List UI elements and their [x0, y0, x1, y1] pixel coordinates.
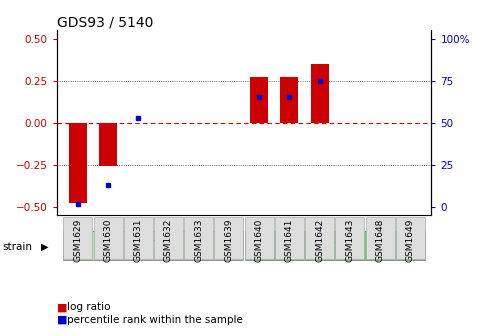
- FancyBboxPatch shape: [335, 217, 364, 259]
- FancyBboxPatch shape: [245, 231, 425, 260]
- Bar: [69, 123, 87, 203]
- Text: GSM1630: GSM1630: [104, 219, 112, 262]
- Text: percentile rank within the sample: percentile rank within the sample: [67, 315, 243, 325]
- Text: GSM1641: GSM1641: [285, 219, 294, 262]
- Text: GDS93 / 5140: GDS93 / 5140: [57, 15, 153, 29]
- Text: GSM1631: GSM1631: [134, 219, 143, 262]
- Bar: [281, 77, 298, 123]
- Text: GSM1629: GSM1629: [73, 219, 82, 262]
- Bar: [250, 77, 268, 123]
- Text: GSM1648: GSM1648: [376, 219, 385, 262]
- Text: GSM1643: GSM1643: [345, 219, 354, 262]
- Text: ■: ■: [57, 302, 67, 312]
- Text: ▶: ▶: [41, 242, 48, 252]
- Text: BY4716: BY4716: [133, 240, 175, 250]
- Text: GSM1633: GSM1633: [194, 219, 203, 262]
- Text: GSM1642: GSM1642: [315, 219, 324, 262]
- FancyBboxPatch shape: [63, 231, 244, 260]
- Text: GSM1632: GSM1632: [164, 219, 173, 262]
- FancyBboxPatch shape: [396, 217, 425, 259]
- Text: GSM1649: GSM1649: [406, 219, 415, 262]
- Text: GSM1640: GSM1640: [255, 219, 264, 262]
- FancyBboxPatch shape: [245, 217, 274, 259]
- Text: GSM1639: GSM1639: [224, 219, 233, 262]
- FancyBboxPatch shape: [305, 217, 334, 259]
- Text: strain: strain: [2, 242, 33, 252]
- FancyBboxPatch shape: [124, 217, 153, 259]
- FancyBboxPatch shape: [365, 217, 394, 259]
- Text: log ratio: log ratio: [67, 302, 110, 312]
- Bar: [311, 64, 329, 123]
- FancyBboxPatch shape: [94, 217, 123, 259]
- FancyBboxPatch shape: [184, 217, 213, 259]
- FancyBboxPatch shape: [63, 217, 92, 259]
- FancyBboxPatch shape: [154, 217, 183, 259]
- Text: ■: ■: [57, 315, 67, 325]
- FancyBboxPatch shape: [214, 217, 244, 259]
- Text: wild type: wild type: [309, 240, 360, 250]
- FancyBboxPatch shape: [275, 217, 304, 259]
- Bar: [99, 123, 117, 166]
